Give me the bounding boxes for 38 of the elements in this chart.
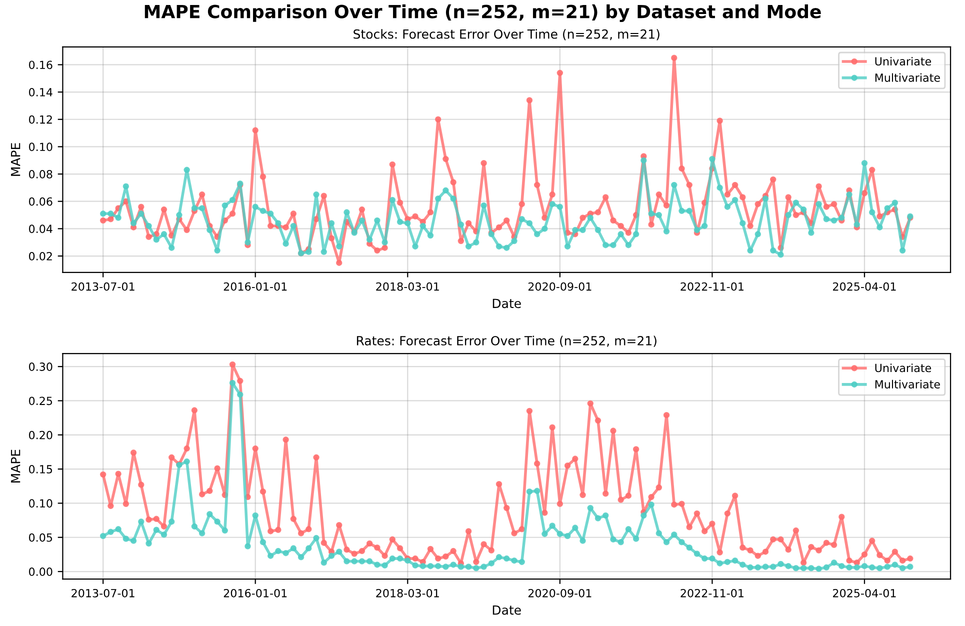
- x-tick-label: 2013-07-01: [72, 588, 134, 598]
- chart-subtitle: Stocks: Forecast Error Over Time (n=252, m=21): [354, 29, 660, 40]
- y-tick-label: 0.00: [28, 568, 52, 576]
- y-tick-label: 0.10: [28, 499, 52, 508]
- y-tick-label: 0.05: [28, 533, 52, 542]
- x-tick-label: 2018-03-01: [376, 282, 439, 291]
- y-tick-label: 0.08: [28, 170, 52, 178]
- y-axis-title: MAPE: [10, 450, 20, 482]
- x-tick-label: 2025-04-01: [833, 282, 896, 291]
- x-axis-title: Date: [492, 298, 521, 308]
- y-tick-label: 0.12: [28, 115, 52, 124]
- y-tick-label: 0.10: [28, 142, 52, 152]
- y-tick-label: 0.06: [28, 197, 52, 206]
- y-axis-title: MAPE: [10, 143, 20, 176]
- y-tick-label: 0.14: [28, 88, 52, 96]
- x-tick-label: 2020-09-01: [528, 588, 592, 598]
- legend-label: Multivariate: [875, 380, 940, 388]
- x-tick-label: 2018-03-01: [376, 588, 439, 598]
- y-tick-label: 0.16: [28, 60, 52, 70]
- x-tick-label: 2022-11-01: [680, 588, 744, 598]
- x-tick-label: 2016-01-01: [224, 588, 287, 598]
- legend-label: Univariate: [875, 364, 932, 372]
- x-tick-label: 2016-01-01: [224, 282, 287, 291]
- legend-label: Multivariate: [875, 73, 940, 82]
- legend-label: Univariate: [875, 56, 932, 66]
- x-tick-label: 2025-04-01: [833, 588, 896, 598]
- y-tick-label: 0.25: [28, 396, 52, 406]
- y-tick-label: 0.02: [28, 252, 52, 260]
- x-axis-title: Date: [492, 605, 521, 615]
- y-tick-label: 0.04: [28, 224, 52, 234]
- x-tick-label: 2022-11-01: [680, 282, 744, 291]
- chart-title: MAPE Comparison Over Time (n=252, m=21) by Dataset and Mode: [144, 4, 821, 22]
- y-tick-label: 0.20: [28, 430, 52, 440]
- y-tick-label: 0.15: [28, 465, 52, 474]
- y-tick-label: 0.30: [28, 362, 52, 371]
- x-tick-label: 2013-07-01: [72, 282, 134, 291]
- chart-subtitle: Rates: Forecast Error Over Time (n=252, m=21): [356, 336, 656, 347]
- x-tick-label: 2020-09-01: [528, 282, 592, 291]
